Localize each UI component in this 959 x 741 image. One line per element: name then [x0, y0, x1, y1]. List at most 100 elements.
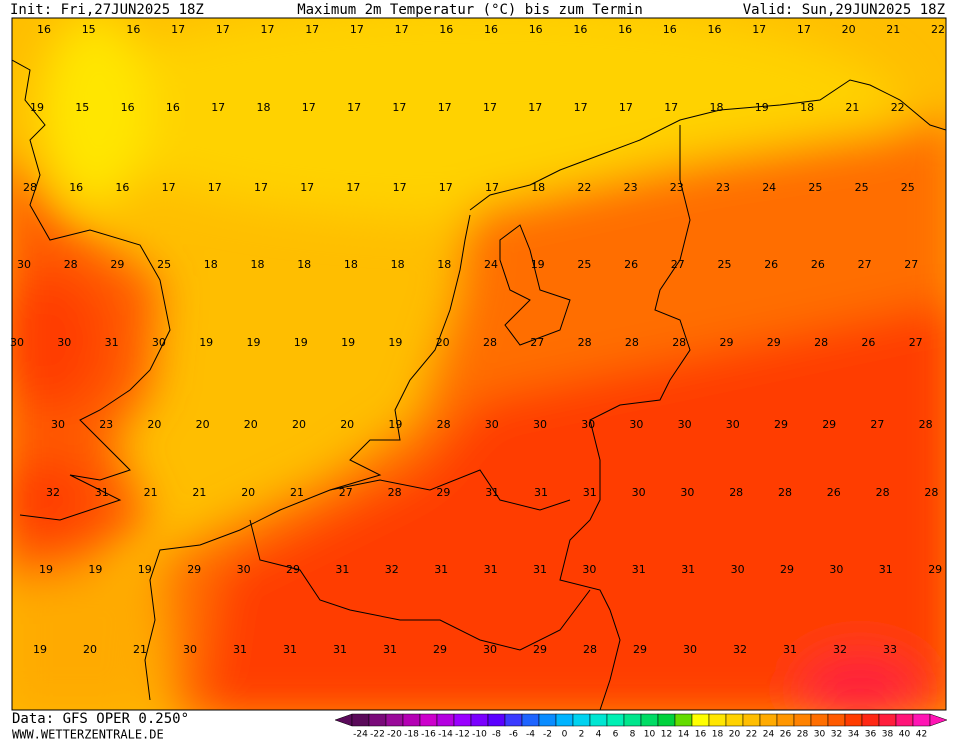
colorbar-label: -22: [370, 730, 385, 740]
grid-value: 20: [83, 643, 97, 656]
grid-value: 16: [529, 23, 543, 36]
grid-value: 28: [578, 336, 592, 349]
colorbar-label: 6: [613, 730, 619, 740]
grid-value: 16: [69, 181, 83, 194]
grid-value: 17: [393, 181, 407, 194]
colorbar-box: [844, 713, 863, 727]
grid-value: 24: [762, 181, 776, 194]
grid-value: 30: [483, 643, 497, 656]
grid-value: 32: [46, 486, 60, 499]
grid-value: 22: [931, 23, 945, 36]
grid-value: 30: [726, 418, 740, 431]
grid-value: 17: [797, 23, 811, 36]
colorbar-label: 32: [831, 730, 842, 740]
colorbar-box: [657, 713, 676, 727]
grid-value: 31: [681, 563, 695, 576]
colorbar-label: 38: [882, 730, 894, 740]
grid-value: 23: [99, 418, 113, 431]
grid-value: 19: [755, 101, 769, 114]
grid-value: 19: [341, 336, 355, 349]
colorbar-arrow-high: [929, 713, 948, 727]
colorbar-box: [776, 713, 795, 727]
grid-value: 30: [582, 563, 596, 576]
grid-value: 27: [530, 336, 544, 349]
grid-value: 20: [292, 418, 306, 431]
colorbar-box: [504, 713, 523, 727]
grid-value: 21: [886, 23, 900, 36]
grid-value: 25: [577, 258, 591, 271]
grid-value: 17: [395, 23, 409, 36]
colorbar-box: [895, 713, 914, 727]
colorbar-label: 30: [814, 730, 826, 740]
grid-value: 17: [485, 181, 499, 194]
grid-value: 18: [297, 258, 311, 271]
grid-value: 17: [216, 23, 230, 36]
grid-value: 19: [247, 336, 261, 349]
colorbar-label: 20: [729, 730, 741, 740]
grid-value: 31: [534, 486, 548, 499]
grid-value: 25: [855, 181, 869, 194]
grid-value: 18: [531, 181, 545, 194]
colorbar-box: [572, 713, 591, 727]
grid-value: 28: [64, 258, 78, 271]
grid-value: 26: [624, 258, 638, 271]
grid-value: 31: [383, 643, 397, 656]
colorbar-box: [402, 713, 421, 727]
grid-value: 18: [257, 101, 271, 114]
grid-value: 16: [439, 23, 453, 36]
grid-value: 31: [485, 486, 499, 499]
grid-value: 30: [485, 418, 499, 431]
grid-value: 17: [254, 181, 268, 194]
grid-value: 27: [339, 486, 353, 499]
grid-value: 30: [629, 418, 643, 431]
colorbar-label: -18: [404, 730, 419, 740]
grid-value: 29: [433, 643, 447, 656]
grid-value: 31: [632, 563, 646, 576]
grid-value: 28: [583, 643, 597, 656]
grid-value: 32: [733, 643, 747, 656]
grid-value: 31: [583, 486, 597, 499]
grid-value: 20: [436, 336, 450, 349]
grid-value: 25: [157, 258, 171, 271]
grid-value: 27: [904, 258, 918, 271]
grid-value: 19: [388, 336, 402, 349]
grid-value: 16: [121, 101, 135, 114]
grid-value: 29: [436, 486, 450, 499]
colorbar-label: -14: [438, 730, 453, 740]
grid-value: 29: [720, 336, 734, 349]
colorbar-box: [912, 713, 931, 727]
grid-value: 28: [23, 181, 37, 194]
grid-value: 17: [664, 101, 678, 114]
colorbar-box: [351, 713, 370, 727]
grid-value: 17: [438, 101, 452, 114]
grid-value: 17: [483, 101, 497, 114]
grid-value: 17: [211, 101, 225, 114]
temperature-field: [12, 18, 946, 710]
colorbar-label: 40: [899, 730, 911, 740]
grid-value: 17: [346, 181, 360, 194]
grid-value: 28: [876, 486, 890, 499]
colorbar-label: -16: [421, 730, 436, 740]
grid-value: 29: [633, 643, 647, 656]
grid-value: 29: [774, 418, 788, 431]
grid-value: 25: [718, 258, 732, 271]
grid-value: 15: [82, 23, 96, 36]
colorbar-box: [521, 713, 540, 727]
grid-value: 16: [708, 23, 722, 36]
grid-value: 28: [388, 486, 402, 499]
grid-value: 16: [126, 23, 140, 36]
grid-value: 18: [437, 258, 451, 271]
grid-value: 17: [574, 101, 588, 114]
grid-value: 17: [261, 23, 275, 36]
colorbar-box: [453, 713, 472, 727]
colorbar-box: [589, 713, 608, 727]
colorbar-label: -6: [509, 730, 518, 740]
colorbar-box: [691, 713, 710, 727]
grid-value: 30: [152, 336, 166, 349]
grid-value: 31: [233, 643, 247, 656]
grid-value: 20: [241, 486, 255, 499]
colorbar-box: [538, 713, 557, 727]
colorbar-box: [861, 713, 880, 727]
grid-value: 17: [208, 181, 222, 194]
grid-value: 30: [581, 418, 595, 431]
